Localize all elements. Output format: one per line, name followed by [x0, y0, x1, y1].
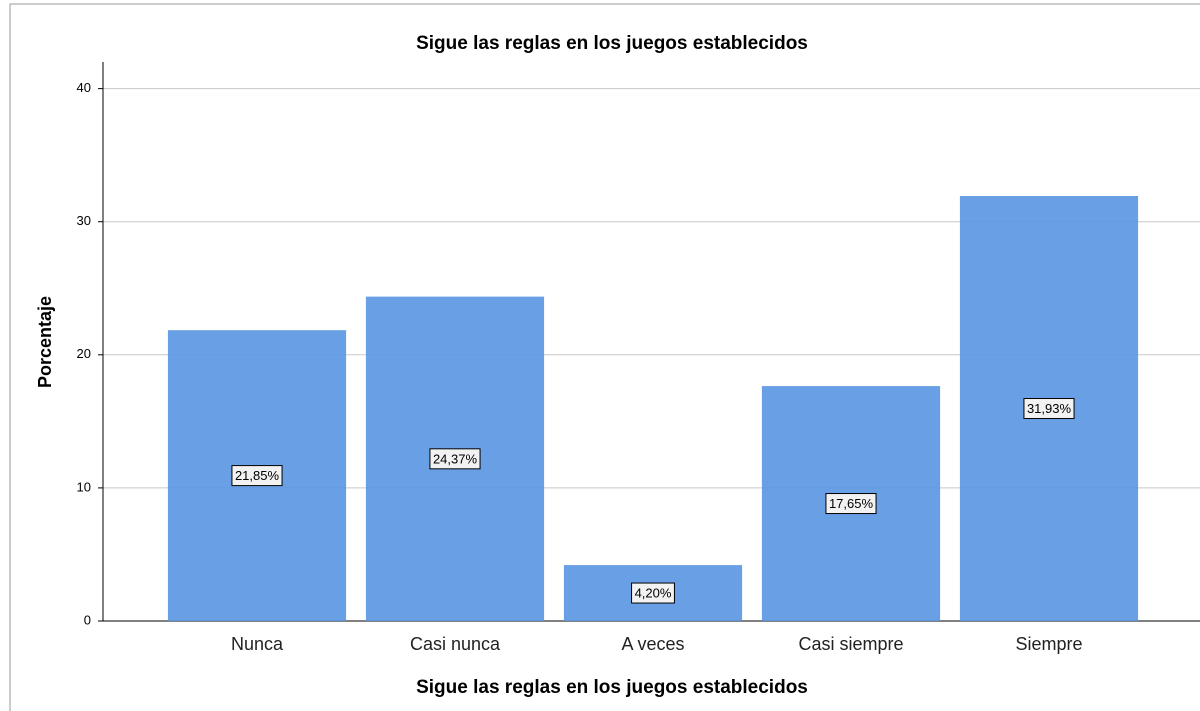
- y-tick-label: 10: [77, 479, 91, 494]
- x-tick-label: Nunca: [231, 634, 284, 654]
- x-tick-label: Casi nunca: [410, 634, 501, 654]
- value-label-box: [825, 493, 877, 515]
- y-tick-label: 30: [77, 213, 91, 228]
- chart-title: Sigue las reglas en los juegos estableci…: [416, 33, 808, 54]
- value-label-box: [631, 582, 675, 604]
- value-label-box: [429, 448, 481, 470]
- x-tick-label: Siempre: [1015, 634, 1082, 654]
- value-label: 21,85%: [235, 468, 280, 483]
- value-label: 24,37%: [433, 451, 478, 466]
- value-label: 17,65%: [829, 496, 874, 511]
- value-label: 4,20%: [635, 585, 672, 600]
- value-label-box: [1023, 398, 1075, 420]
- x-axis-label: Sigue las reglas en los juegos estableci…: [416, 677, 808, 698]
- y-tick-label: 40: [77, 80, 91, 95]
- x-tick-label: A veces: [621, 634, 684, 654]
- value-label: 31,93%: [1027, 401, 1072, 416]
- value-label-box: [231, 465, 283, 487]
- y-tick-label: 20: [77, 346, 91, 361]
- x-tick-label: Casi siempre: [798, 634, 903, 654]
- y-tick-label: 0: [84, 612, 91, 627]
- y-axis-label: Porcentaje: [35, 296, 55, 388]
